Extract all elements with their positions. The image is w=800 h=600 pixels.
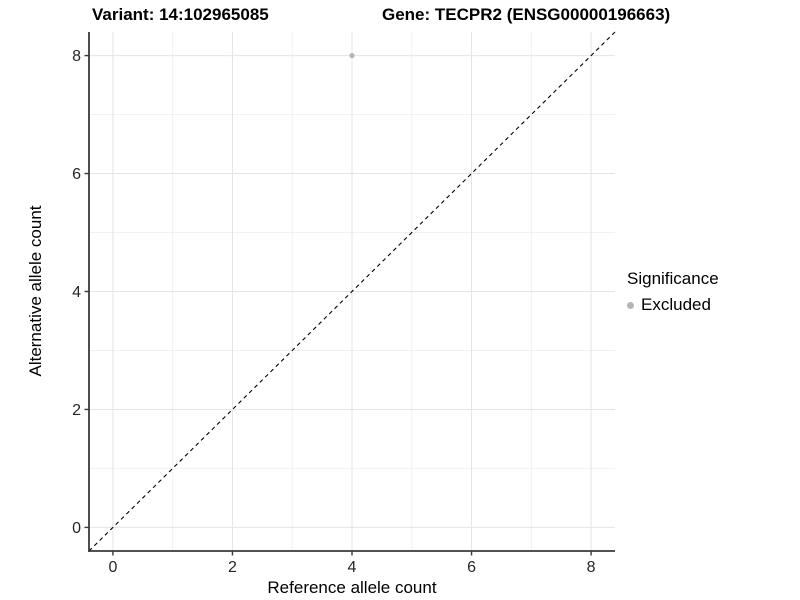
legend-item-excluded: Excluded — [627, 295, 719, 315]
legend-item-label: Excluded — [641, 295, 711, 314]
excluded-point-icon — [627, 301, 634, 309]
y-axis-title: Alternative allele count — [26, 205, 45, 377]
y-tick-label: 0 — [72, 520, 81, 537]
identity-reference-line — [88, 31, 616, 552]
legend-title: Significance — [627, 269, 719, 288]
x-axis-title: Reference allele count — [267, 578, 437, 597]
variant-title: Variant: 14:102965085 — [92, 5, 269, 24]
y-tick-label: 4 — [72, 284, 81, 301]
x-tick-label: 4 — [348, 559, 357, 576]
x-tick-label: 8 — [587, 559, 596, 576]
legend: Significance Excluded — [627, 269, 719, 315]
x-tick-label: 0 — [108, 559, 117, 576]
y-tick-label: 2 — [72, 402, 81, 419]
y-tick-label: 6 — [72, 166, 81, 183]
data-point — [349, 52, 355, 59]
gene-title: Gene: TECPR2 (ENSG00000196663) — [382, 5, 671, 24]
x-tick-label: 6 — [467, 559, 476, 576]
x-tick-label: 2 — [228, 559, 237, 576]
y-tick-label: 8 — [72, 48, 81, 65]
